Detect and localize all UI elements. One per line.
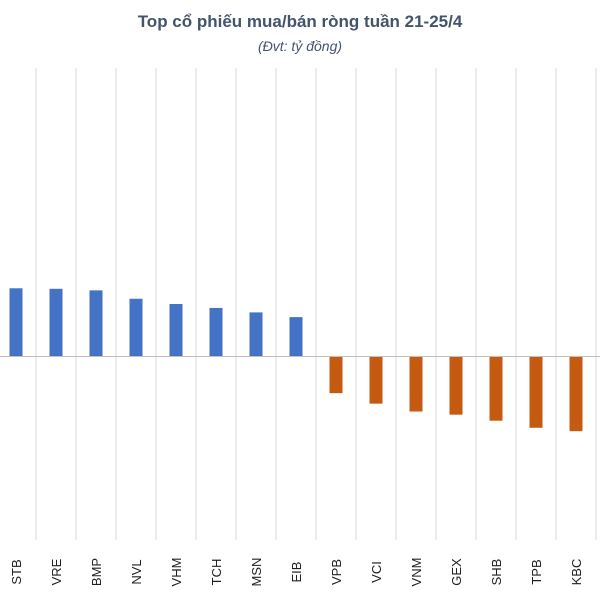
chart-subtitle: (Đvt: tỷ đồng) [257,38,343,54]
bar-msn [249,312,263,357]
bar-eib [289,317,303,357]
bar-nvl [129,298,143,357]
bar-bmp [89,290,103,357]
tick-label-shb: SHB [489,559,504,586]
bar-vre [49,288,63,357]
tick-label-vre: VRE [49,558,64,585]
bar-gex [449,356,463,415]
tick-label-tch: TCH [209,559,224,586]
tick-label-bmp: BMP [89,558,104,586]
tick-label-stb: STB [9,559,24,584]
tick-label-msn: MSN [249,558,264,587]
tick-label-tpb: TPB [529,559,544,584]
tick-label-vhm: VHM [169,558,184,587]
bar-tpb [529,356,543,428]
tick-label-gex: GEX [449,558,464,586]
bar-tch [209,307,223,357]
tick-label-vpb: VPB [329,559,344,585]
bar-vnm [409,356,423,412]
bar-shb [489,356,503,421]
bar-stb [9,288,23,357]
tick-label-vnm: VNM [409,558,424,587]
chart-title: Top cổ phiếu mua/bán ròng tuần 21-25/4 [137,12,463,31]
bar-vci [369,356,383,404]
tick-label-kbc: KBC [569,559,584,586]
tick-label-eib: EIB [289,562,304,583]
tick-label-vci: VCI [369,561,384,583]
tick-label-nvl: NVL [129,559,144,584]
bar-kbc [569,356,583,432]
bar-vhm [169,304,183,357]
bar-vpb [329,356,343,394]
